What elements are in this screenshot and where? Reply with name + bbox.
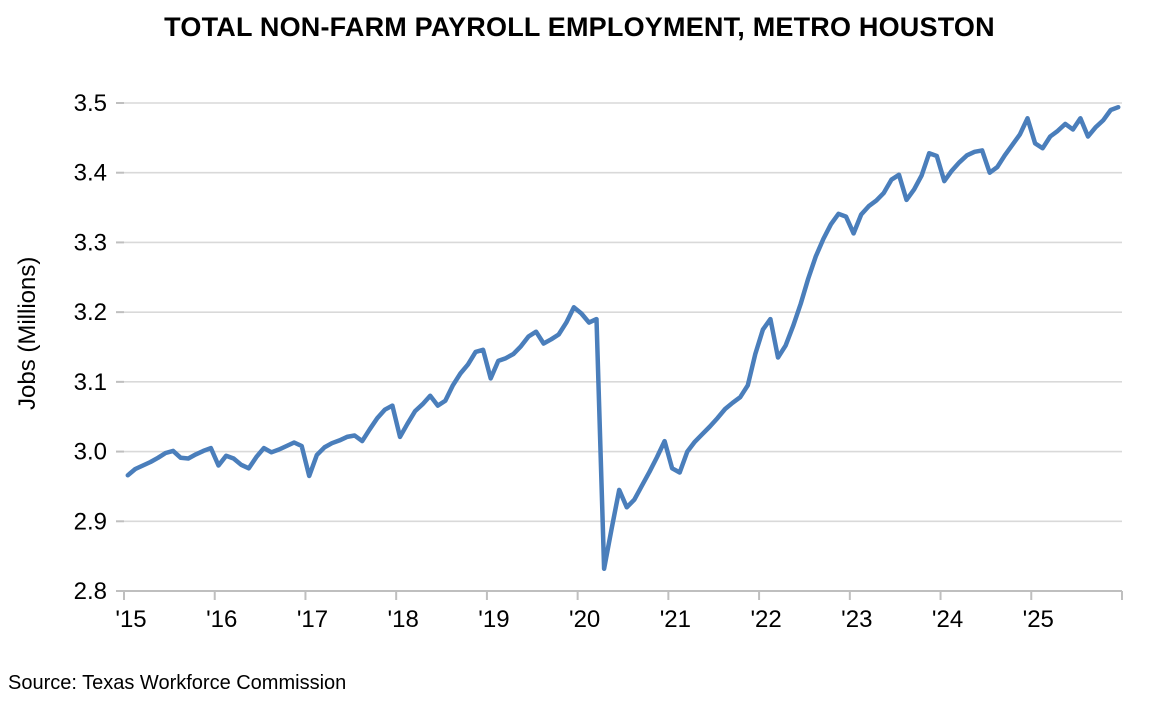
- x-tick-label: '16: [206, 606, 237, 633]
- x-tick-label: '22: [750, 606, 781, 633]
- x-tick-label: '17: [297, 606, 328, 633]
- y-tick-label: 3.4: [74, 160, 107, 187]
- x-tick-label: '24: [932, 606, 963, 633]
- x-tick-label: '18: [388, 606, 419, 633]
- y-tick-label: 3.3: [74, 229, 107, 256]
- x-tick-label: '20: [569, 606, 600, 633]
- y-axis-title: Jobs (Millions): [14, 256, 41, 410]
- x-tick-label: '21: [660, 606, 691, 633]
- x-tick-label: '23: [841, 606, 872, 633]
- y-tick-label: 3.0: [74, 439, 107, 466]
- y-tick-label: 2.9: [74, 508, 107, 535]
- y-tick-label: 2.8: [74, 578, 107, 605]
- x-tick-label: '19: [478, 606, 509, 633]
- y-tick-label: 3.5: [74, 90, 107, 117]
- y-tick-label: 3.2: [74, 299, 107, 326]
- source-text: Source: Texas Workforce Commission: [8, 672, 347, 694]
- chart-title: TOTAL NON-FARM PAYROLL EMPLOYMENT, METRO…: [164, 12, 995, 42]
- employment-series-line: [125, 104, 1121, 571]
- x-tick-label: '15: [115, 606, 146, 633]
- x-tick-label: '25: [1023, 606, 1054, 633]
- y-tick-label: 3.1: [74, 369, 107, 396]
